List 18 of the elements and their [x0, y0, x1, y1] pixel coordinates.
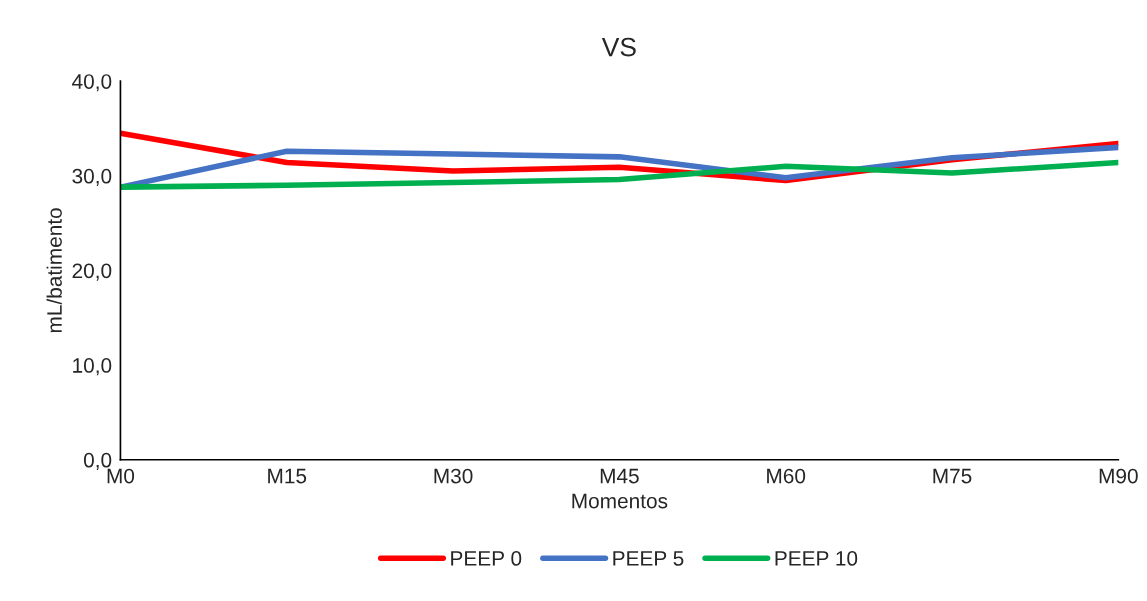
x-tick-label: M30 — [434, 468, 473, 484]
y-tick-label: 10,0 — [73, 358, 112, 376]
legend-label: PEEP 10 — [775, 551, 858, 566]
y-tick-label: 0,0 — [83, 452, 112, 470]
x-tick-label: M90 — [1099, 468, 1138, 484]
x-tick-label: M60 — [767, 468, 806, 484]
y-tick-label: 20,0 — [72, 263, 112, 281]
legend-label: PEEP 0 — [451, 551, 522, 566]
x-tick-label: M15 — [268, 468, 307, 484]
y-axis-title: mL/batimento — [46, 208, 62, 333]
chart-title: VS — [601, 37, 636, 57]
x-axis-title: Momentos — [572, 493, 668, 509]
y-tick-label: 40,0 — [72, 74, 112, 92]
x-tick-label: M0 — [107, 468, 135, 484]
y-tick-label: 30,0 — [72, 168, 112, 187]
x-tick-label: M45 — [600, 468, 639, 484]
x-tick-label: M75 — [933, 468, 972, 484]
legend-label: PEEP 5 — [613, 551, 684, 566]
